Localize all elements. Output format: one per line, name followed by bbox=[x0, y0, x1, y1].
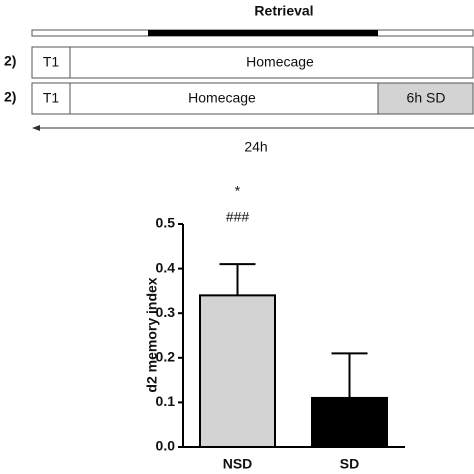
sd-box bbox=[377, 82, 474, 115]
cell: 6h SD bbox=[407, 90, 446, 106]
y-tick-label: 0.5 bbox=[156, 215, 176, 231]
x-tick-label: SD bbox=[340, 456, 359, 472]
row-label: 2) bbox=[4, 89, 16, 105]
y-tick-label: 0.1 bbox=[156, 393, 176, 409]
y-tick-label: 0.0 bbox=[156, 438, 176, 454]
bar bbox=[311, 396, 388, 449]
phase-label: Retrieval bbox=[254, 3, 313, 19]
annotation: * bbox=[235, 183, 241, 199]
phase-active bbox=[148, 30, 378, 36]
cell: Homecage bbox=[188, 90, 256, 106]
bar bbox=[199, 294, 276, 448]
cell: T1 bbox=[43, 90, 60, 106]
timeline: Retrieval 2) T1 Homecage 2) T1 Homecage … bbox=[4, 3, 474, 155]
annotation: ### bbox=[226, 209, 250, 225]
cell: Homecage bbox=[246, 54, 314, 70]
duration: 24h bbox=[244, 139, 267, 155]
y-tick-label: 0.2 bbox=[156, 349, 176, 365]
y-tick-label: 0.4 bbox=[156, 259, 176, 275]
cell: T1 bbox=[43, 54, 60, 70]
y-axis-label: d2 memory index bbox=[144, 277, 160, 392]
arrow-head bbox=[32, 125, 40, 131]
x-tick-label: NSD bbox=[223, 456, 253, 472]
y-tick-label: 0.3 bbox=[156, 304, 176, 320]
row-label: 2) bbox=[4, 53, 16, 69]
row-box bbox=[31, 46, 474, 79]
